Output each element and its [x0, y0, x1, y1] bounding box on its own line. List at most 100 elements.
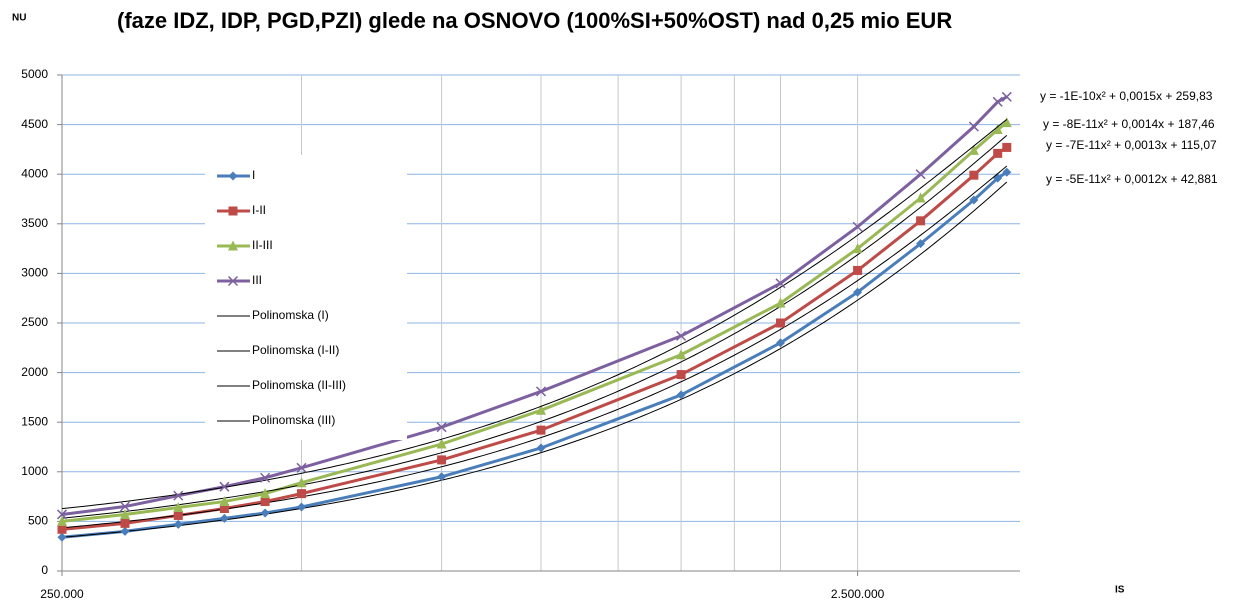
marker — [436, 438, 447, 449]
marker — [173, 490, 184, 501]
chart-title: (faze IDZ, IDP, PGD,PZI) glede na OSNOVO… — [117, 8, 952, 33]
y-tick-label: 3500 — [21, 216, 48, 230]
marker — [437, 472, 447, 482]
marker — [219, 504, 229, 514]
legend-label: Polinomska (I-II) — [252, 343, 339, 357]
marker — [775, 297, 786, 308]
legend-label: I — [252, 168, 255, 182]
marker — [219, 496, 230, 507]
marker — [536, 443, 546, 453]
marker — [969, 170, 979, 180]
marker — [992, 124, 1003, 135]
y-tick-label: 2500 — [21, 315, 48, 329]
marker — [297, 502, 306, 512]
marker — [436, 422, 447, 433]
marker — [228, 206, 238, 216]
y-tick-label: 1500 — [21, 414, 48, 428]
marker — [776, 338, 785, 348]
marker — [173, 502, 184, 513]
marker — [852, 243, 863, 254]
y-tick-label: 4000 — [21, 166, 48, 180]
marker — [1001, 117, 1012, 128]
legend-label: Polinomska (I) — [252, 308, 329, 322]
trendline-equation: y = -7E-11x² + 0,0013x + 115,07 — [1046, 138, 1217, 152]
y-tick-label: 500 — [28, 514, 48, 528]
marker — [853, 265, 863, 275]
marker — [992, 96, 1003, 107]
marker — [57, 532, 67, 542]
marker — [969, 195, 979, 205]
marker — [120, 518, 130, 528]
y-tick-label: 3000 — [21, 266, 48, 280]
marker — [915, 192, 926, 203]
marker — [916, 239, 926, 249]
x-tick-label: 250.000 — [40, 587, 84, 601]
trendline — [61, 165, 1008, 529]
legend-label: I-II — [252, 203, 266, 217]
marker — [916, 216, 926, 226]
marker — [260, 497, 270, 507]
legend-box — [205, 155, 407, 440]
marker — [57, 524, 67, 534]
marker — [775, 278, 786, 289]
trendline — [61, 118, 1008, 510]
trendline-equation: y = -8E-11x² + 0,0014x + 187,46 — [1043, 117, 1215, 131]
y-tick-label: 0 — [41, 563, 48, 577]
marker — [119, 501, 131, 512]
x-tick-label: 2.500.000 — [831, 587, 885, 601]
marker — [219, 481, 230, 492]
series-line — [61, 170, 1008, 539]
trendline — [61, 181, 1008, 538]
y-tick-label: 4500 — [21, 117, 48, 131]
marker — [1001, 91, 1012, 102]
y-tick-label: 2000 — [21, 365, 48, 379]
y-axis-label: NU — [12, 13, 26, 24]
marker — [260, 508, 270, 518]
marker — [853, 287, 863, 297]
marker — [57, 515, 67, 526]
marker — [297, 489, 306, 499]
marker — [437, 455, 447, 465]
legend-label: Polinomska (II-III) — [252, 378, 346, 392]
series-line — [61, 95, 1008, 516]
marker — [676, 330, 687, 341]
legend-label: III — [252, 273, 262, 287]
marker — [676, 370, 686, 380]
marker — [219, 513, 229, 523]
marker — [173, 519, 183, 529]
marker — [535, 386, 547, 397]
marker — [120, 526, 130, 536]
marker — [260, 472, 271, 483]
legend-label: II-III — [252, 238, 273, 252]
marker — [228, 240, 238, 251]
marker — [1002, 142, 1012, 152]
marker — [776, 318, 785, 328]
marker — [296, 462, 307, 473]
y-tick-label: 5000 — [21, 67, 48, 81]
marker — [968, 144, 979, 155]
marker — [173, 510, 183, 520]
marker — [676, 349, 687, 360]
marker — [260, 488, 271, 499]
trendline — [61, 134, 1008, 519]
marker — [228, 171, 238, 181]
marker — [915, 169, 926, 180]
marker — [56, 509, 68, 520]
marker — [296, 477, 307, 488]
y-tick-label: 1000 — [21, 464, 48, 478]
marker — [968, 121, 979, 132]
marker — [1002, 167, 1012, 177]
marker — [536, 404, 546, 415]
marker — [676, 390, 686, 400]
trendline-equation: y = -1E-10x² + 0,0015x + 259,83 — [1040, 89, 1213, 103]
marker — [993, 148, 1003, 158]
legend-label: Polinomska (III) — [252, 413, 335, 427]
trendline-equation: y = -5E-11x² + 0,0012x + 42,881 — [1046, 172, 1218, 186]
marker — [227, 275, 239, 287]
marker — [536, 425, 546, 435]
series-line — [61, 121, 1008, 523]
marker — [119, 508, 130, 519]
marker — [852, 221, 863, 232]
x-axis-label: IS — [1115, 585, 1125, 596]
